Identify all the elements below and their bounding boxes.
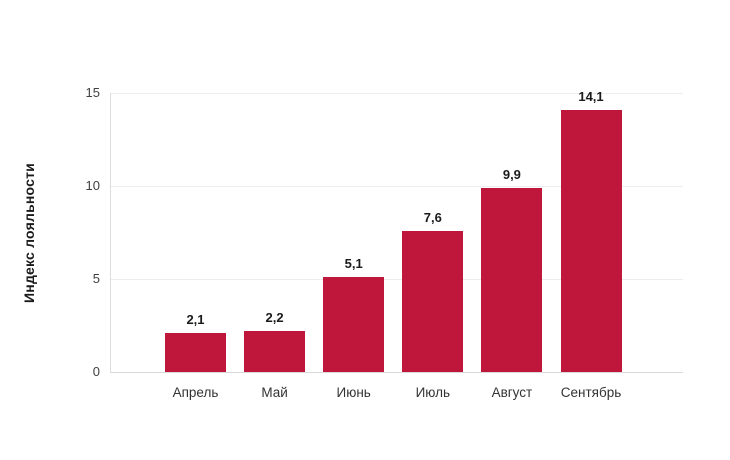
bar-Сентябрь [560, 110, 622, 372]
x-tick-label: Июль [415, 385, 451, 400]
bar-value-label: 2,1 [186, 312, 205, 327]
bar-Апрель [165, 333, 226, 372]
y-tick-label: 5 [92, 271, 100, 286]
bar-value-label: 2,2 [265, 310, 284, 325]
x-tick-label: Июнь [336, 385, 371, 400]
x-axis-baseline [110, 372, 683, 373]
bar-value-label: 7,6 [423, 210, 442, 225]
bar-value-label: 14,1 [578, 89, 604, 104]
y-tick-label: 15 [85, 85, 100, 100]
bar-Май [244, 331, 306, 372]
x-tick-label: Сентябрь [560, 385, 622, 400]
bar-Август [481, 188, 543, 372]
y-tick-label: 10 [85, 178, 100, 193]
x-tick-label: Апрель [172, 385, 219, 400]
bar-value-label: 9,9 [502, 167, 521, 182]
x-tick-label: Август [491, 385, 533, 400]
bar-Июль [402, 231, 464, 372]
y-axis-title: Индекс лояльности [21, 163, 37, 303]
y-tick-label: 0 [92, 364, 100, 379]
x-tick-label: Май [261, 385, 288, 400]
bar-value-label: 5,1 [344, 256, 363, 271]
bar-Июнь [323, 277, 385, 372]
y-axis-line [110, 93, 111, 372]
